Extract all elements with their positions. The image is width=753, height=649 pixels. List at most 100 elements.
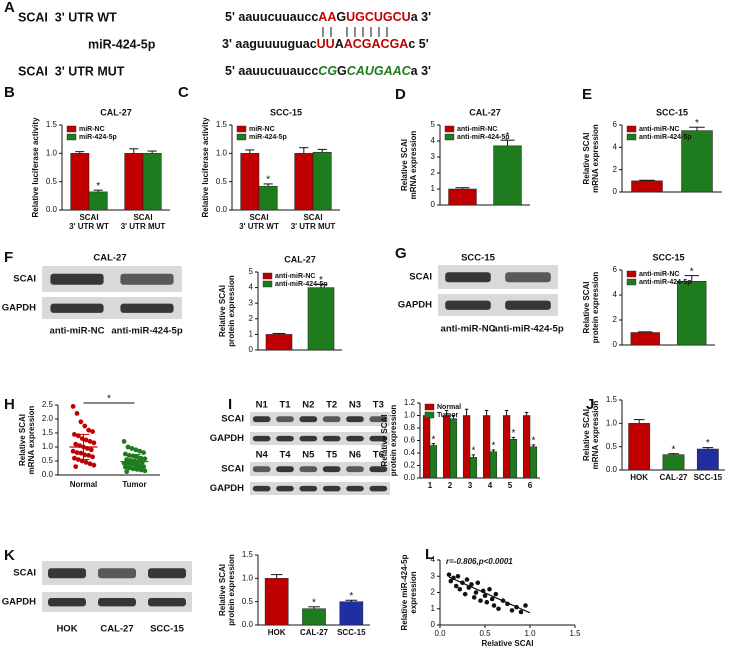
sequence: 5' aauucuuauccAAGUGCUGCUa 3' [225,10,431,24]
lane-label: HOK [56,624,77,635]
y-axis-label: Relative SCAI [582,132,591,184]
x-tick-label: 3' UTR WT [239,222,279,231]
bar [429,445,438,479]
y-tick-label: 4 [431,136,436,145]
y-tick-label: 0.4 [404,448,416,457]
fit-line [448,576,531,614]
lane-label: T1 [279,400,291,411]
x-tick-label: 3' UTR MUT [291,222,336,231]
data-point [86,453,92,458]
blot-row-label: SCAI [409,272,432,283]
x-tick-label: 1.5 [569,629,581,638]
legend-label: anti-miR-NC [639,126,679,133]
significance-mark: * [431,434,435,445]
lane-label: anti-miR-NC [441,324,496,335]
blot-band [276,466,294,473]
y-tick-label: 4 [431,555,436,564]
data-point [487,586,492,592]
y-axis-label: protein expression [591,272,600,344]
y-axis-label: Relative SCAI [380,414,389,466]
data-point [491,603,497,608]
bar [302,608,326,626]
y-tick-label: 1.0 [606,418,618,427]
y-tick-label: 0.5 [216,177,228,186]
bar [307,287,335,351]
sequence-segment: c 5' [408,37,428,51]
lane-label: anti-miR-NC [50,326,105,337]
y-tick-label: 2 [249,314,254,323]
blot-band [322,416,341,423]
y-tick-label: 1 [249,330,254,339]
blot-band [98,568,136,579]
data-point [141,450,147,455]
sequence: 5' aauucuuauccCGGCAUGAACa 3' [225,64,431,78]
blot-band [299,466,318,473]
y-axis-label: mRNA expression [409,131,418,200]
data-point [457,586,463,592]
y-tick-label: 1.0 [46,148,58,157]
panel-letter: K [4,547,15,564]
y-axis-label: expression [409,571,418,613]
data-point [86,427,92,433]
y-axis-label: Relative luciferase activity [31,117,40,218]
significance-mark: * [471,446,475,457]
bar [294,153,314,211]
chart-title: CAL-27 [469,107,501,117]
data-point [133,447,139,453]
panel-letter: C [178,84,189,101]
bar [630,332,660,346]
data-point [74,411,80,416]
data-point [509,608,515,613]
panel-letter: B [4,84,15,101]
blot-band [48,568,86,579]
data-point [73,441,79,447]
legend-swatch [66,125,77,133]
legend-swatch [626,278,637,286]
data-point [88,447,94,453]
y-tick-label: 0.5 [46,177,58,186]
x-tick-label: 1 [428,481,433,490]
legend-label: anti-miR-424-5p [275,281,328,288]
data-point [87,461,93,467]
y-tick-label: 0.5 [606,442,618,451]
data-point [70,404,76,409]
bar [142,153,162,211]
legend-label: anti-miR-424-5p [457,134,510,141]
blot-band [98,598,136,607]
blot-band [299,416,318,423]
bar [681,130,713,193]
data-point [91,462,97,468]
data-point [473,590,479,595]
data-point [72,432,77,437]
legend-swatch [262,272,273,280]
data-point [123,451,128,457]
blot-row-label: SCAI [221,414,244,425]
panel-letter: I [228,396,232,413]
y-tick-label: 0.0 [46,205,58,214]
blot-band [48,598,86,607]
legend-label: anti-miR-NC [457,126,497,133]
bar [509,439,518,479]
data-point [137,448,143,454]
panel-letter: F [4,249,13,266]
y-tick-label: 1.0 [216,148,228,157]
y-tick-label: 1.5 [42,428,54,437]
data-point [141,464,147,469]
y-axis-label: Relative SCAI [582,281,591,333]
y-tick-label: 1.5 [242,550,254,559]
sequence-segment: a 3' [411,64,431,78]
y-tick-label: 0 [613,187,618,196]
sequence-segment: UGCUGCU [346,10,411,24]
blot-band [276,485,294,492]
legend-swatch [626,133,637,141]
x-tick-label: SCAI [249,213,268,222]
significance-mark: * [319,275,323,286]
data-point [70,448,76,454]
sequence-segment: AA [318,10,336,24]
y-tick-label: 2.5 [42,400,54,409]
panel-letter: L [425,546,434,563]
annotation: r=-0.806,p<0.0001 [446,557,513,566]
blot-row-label: SCAI [221,464,244,475]
blot-row-label: GAPDH [398,300,432,311]
